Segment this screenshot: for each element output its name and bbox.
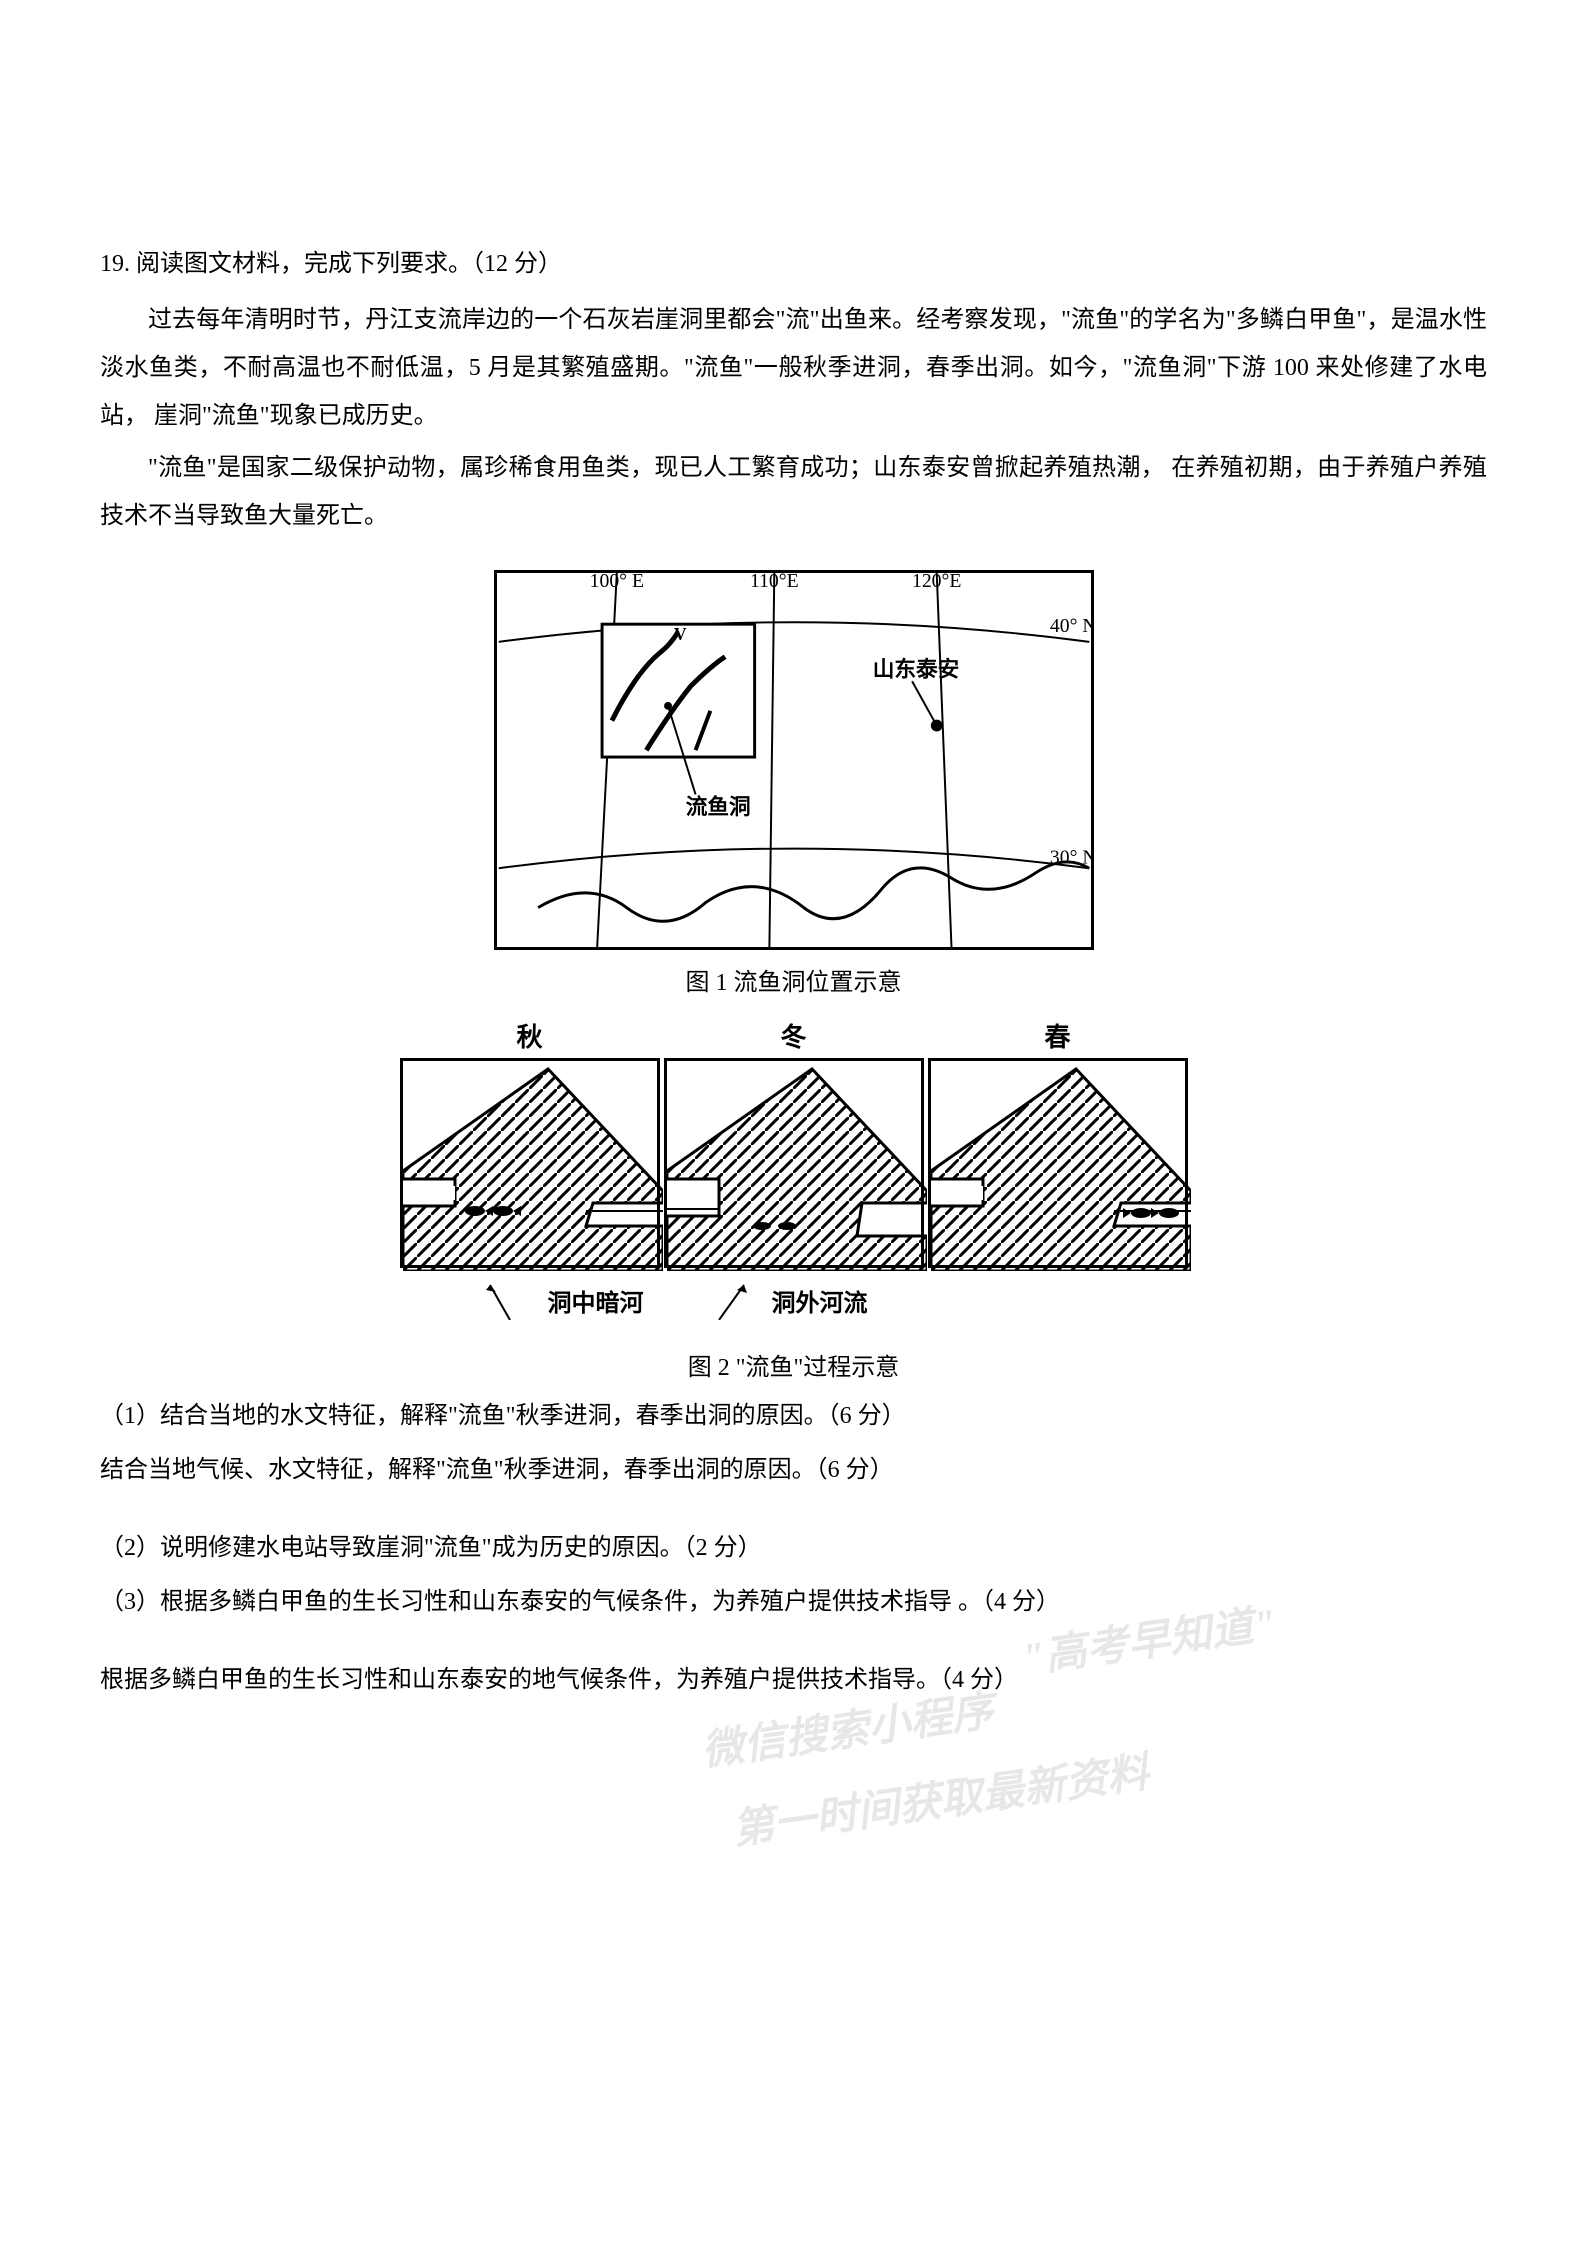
fish-icon xyxy=(778,1222,796,1230)
map-svg: 100° E 110°E 120°E 40° N 30° N 山东泰安 流鱼洞 … xyxy=(497,573,1091,947)
season-label-winter: 冬 xyxy=(664,1017,924,1054)
season-box-autumn xyxy=(400,1058,660,1268)
season-panel-winter: 冬 xyxy=(664,1017,924,1268)
lon-label-120: 120°E xyxy=(912,573,961,592)
passage-paragraph-2: "流鱼"是国家二级保护动物，属珍稀食用鱼类，现已人工繁育成功；山东泰安曾掀起养殖… xyxy=(100,444,1487,540)
lat-label-40: 40° N xyxy=(1049,615,1090,637)
fish-icon xyxy=(753,1222,771,1230)
lon-label-110: 110°E xyxy=(749,573,798,592)
arrow-icon xyxy=(480,1280,540,1320)
legend-cave-label: 洞中暗河 xyxy=(548,1283,644,1318)
season-box-winter xyxy=(664,1058,924,1268)
subquestion-1b: 结合当地气候、水文特征，解释"流鱼"秋季进洞，春季出洞的原因。（6 分） xyxy=(100,1446,1487,1494)
subquestion-2: （2）说明修建水电站导致崖洞"流鱼"成为历史的原因。（2 分） xyxy=(100,1524,1487,1572)
liuyudong-label: 流鱼洞 xyxy=(685,794,750,819)
season-label-spring: 春 xyxy=(928,1017,1188,1054)
arrow-icon xyxy=(704,1280,764,1320)
legend-outer-label: 洞外河流 xyxy=(772,1283,868,1318)
lon-label-100: 100° E xyxy=(589,573,643,592)
question-header: 19. 阅读图文材料，完成下列要求。（12 分） xyxy=(100,240,1487,288)
figure-2-caption: 图 2 "流鱼"过程示意 xyxy=(100,1347,1487,1382)
season-label-autumn: 秋 xyxy=(400,1017,660,1054)
fish-icon xyxy=(1123,1208,1151,1218)
figure-1-caption: 图 1 流鱼洞位置示意 xyxy=(100,962,1487,997)
legend-item-outer-river: 洞外河流 xyxy=(704,1280,868,1320)
season-panel-autumn: 秋 xyxy=(400,1017,660,1268)
shandong-marker xyxy=(930,720,942,732)
figure-1-block: 100° E 110°E 120°E 40° N 30° N 山东泰安 流鱼洞 … xyxy=(100,570,1487,1382)
legend-item-cave-river: 洞中暗河 xyxy=(480,1280,644,1320)
season-panel-spring: 春 xyxy=(928,1017,1188,1268)
diagram-legend: 洞中暗河 洞外河流 xyxy=(400,1280,1188,1327)
svg-text:V: V xyxy=(673,624,686,644)
figure-2-wrapper: 秋 xyxy=(400,1007,1188,1327)
subquestion-1a: （1）结合当地的水文特征，解释"流鱼"秋季进洞，春季出洞的原因。（6 分） xyxy=(100,1392,1487,1440)
question-prompt: 阅读图文材料，完成下列要求。（12 分） xyxy=(136,251,562,277)
question-number: 19. xyxy=(100,251,130,277)
shandong-label: 山东泰安 xyxy=(872,656,959,681)
fish-icon xyxy=(1151,1208,1179,1218)
passage-paragraph-1: 过去每年清明时节，丹江支流岸边的一个石灰岩崖洞里都会"流"出鱼来。经考察发现，"… xyxy=(100,296,1487,440)
season-diagram-row: 秋 xyxy=(400,1017,1188,1268)
subquestion-3b: 根据多鳞白甲鱼的生长习性和山东泰安的地气候条件，为养殖户提供技术指导。（4 分） xyxy=(100,1656,1487,1704)
subquestion-3: （3）根据多鳞白甲鱼的生长习性和山东泰安的气候条件，为养殖户提供技术指导 。（4… xyxy=(100,1578,1487,1626)
watermark-text-3: 第一时间获取最新资料 xyxy=(727,1738,1151,1857)
season-box-spring xyxy=(928,1058,1188,1268)
map-container: 100° E 110°E 120°E 40° N 30° N 山东泰安 流鱼洞 … xyxy=(494,570,1094,950)
